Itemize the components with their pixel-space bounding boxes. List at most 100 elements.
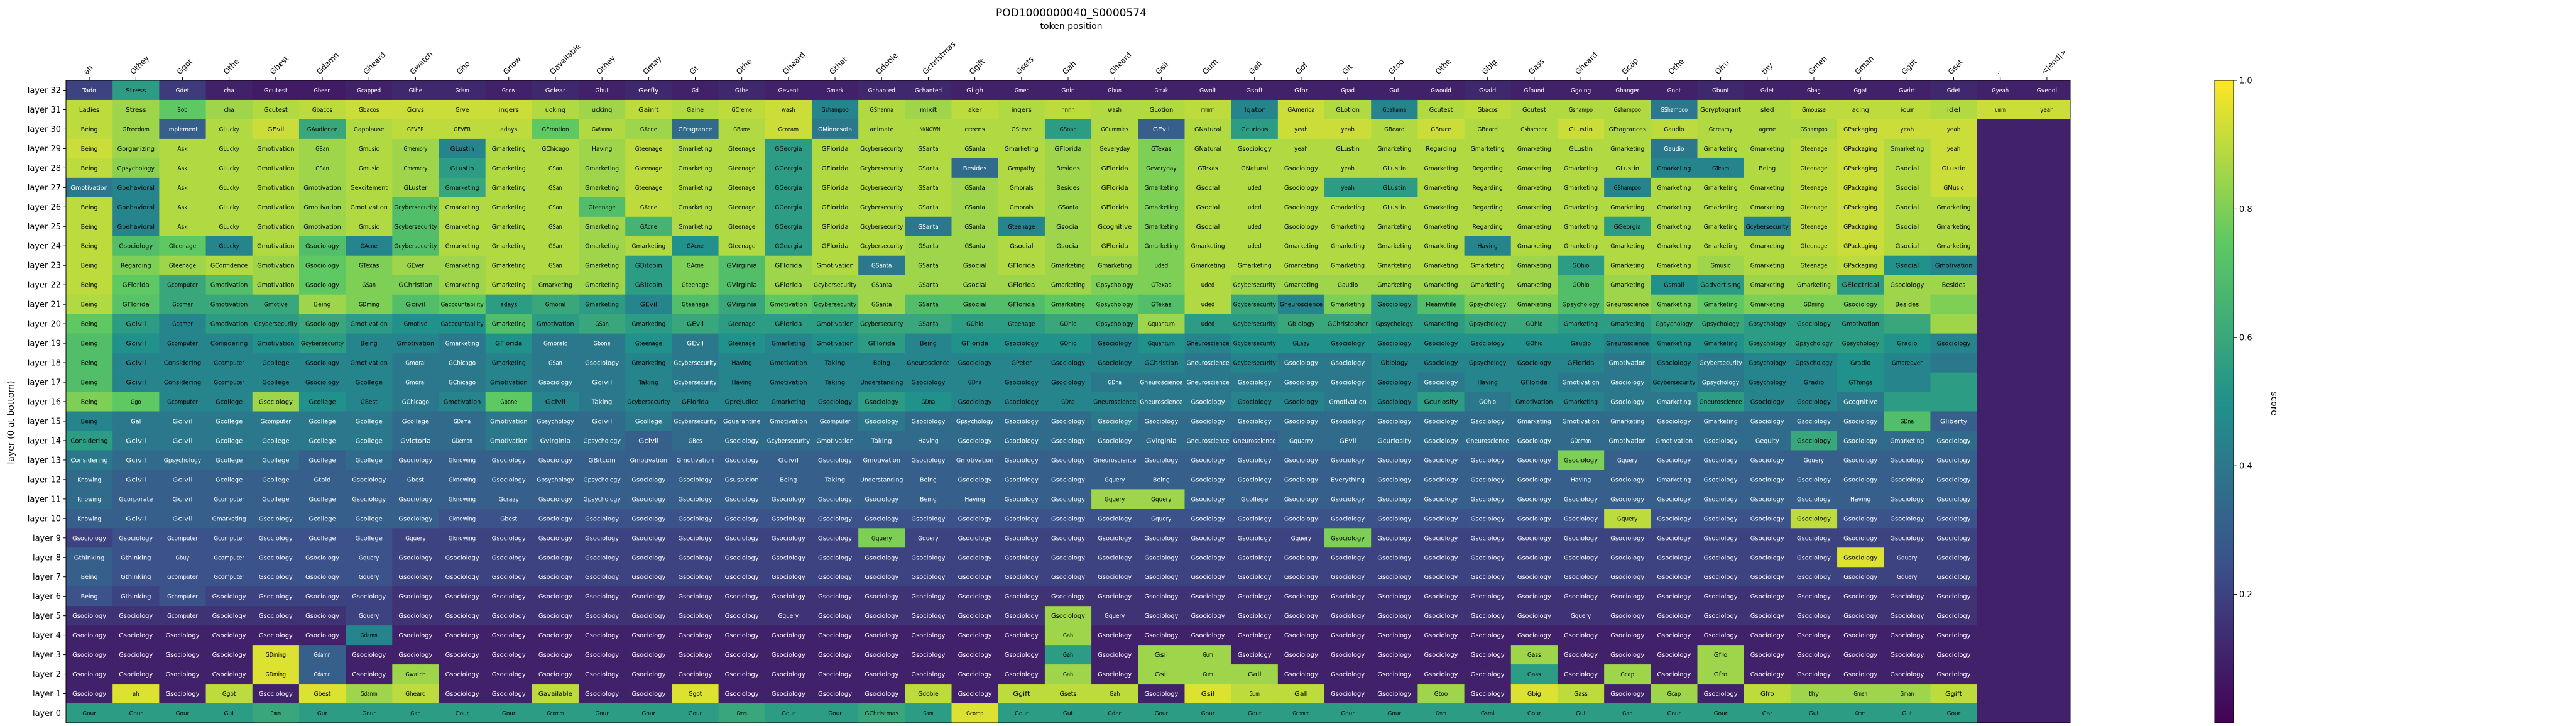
heatmap-cell-label: Gsociology [1517, 476, 1551, 483]
heatmap-cell [672, 158, 719, 179]
y-tick-label: layer 14 [28, 436, 61, 446]
heatmap-cell [765, 431, 812, 451]
heatmap-cell [672, 197, 719, 217]
heatmap-cell-label: Gsociology [212, 652, 246, 659]
heatmap-cell [252, 99, 300, 120]
heatmap-cell [392, 294, 439, 315]
heatmap-cell-label: Gmarketing [1471, 146, 1505, 153]
heatmap-cell-label: GPackaging [1843, 243, 1877, 250]
heatmap-cell-label: Gmarketing [772, 399, 805, 406]
heatmap-cell [1417, 99, 1465, 120]
heatmap-cell [346, 431, 393, 451]
heatmap-cell-label: Gmarketing [1937, 243, 1971, 250]
heatmap-cell [1744, 255, 1791, 276]
heatmap-cell-label: Gsociology [1610, 632, 1644, 639]
heatmap-cell-label: GDna [1901, 418, 1914, 425]
heatmap-cell-label: Gmarketing [1144, 243, 1178, 250]
heatmap-cell-label: Gsociology [398, 457, 432, 464]
heatmap-cell [439, 372, 486, 393]
heatmap-cell-label: Gsociology [1424, 380, 1458, 387]
heatmap-cell-label: Gquery [1571, 613, 1591, 620]
heatmap-cell [1837, 411, 1884, 431]
heatmap-cell-label: Gcrvs [407, 107, 424, 114]
heatmap-cell-label: Gsociology [911, 574, 945, 581]
heatmap-cell-label: Gmarketing [1377, 224, 1411, 231]
heatmap-cell [1977, 392, 2024, 412]
heatmap-cell [66, 197, 113, 217]
heatmap-cell-label: Gsociology [725, 457, 759, 464]
heatmap-cell-label: Regarding [1472, 204, 1503, 211]
heatmap-cell-label: Gmarketing [1704, 243, 1738, 250]
heatmap-cell [112, 275, 160, 295]
heatmap-cell-label: GLustin [1569, 126, 1593, 133]
heatmap-cell [858, 470, 905, 490]
heatmap-cell [1138, 333, 1185, 354]
heatmap-cell-label: Gsociology [259, 574, 293, 581]
heatmap-cell-label: Gmarketing [1517, 243, 1551, 250]
heatmap-cell [66, 138, 113, 159]
heatmap-cell [1790, 586, 1838, 607]
heatmap-cell-label: Gsociology [259, 593, 293, 600]
heatmap-cell-label: Gdec [1108, 710, 1122, 717]
heatmap-cell [392, 547, 439, 568]
heatmap-cell-label: Gour [1714, 710, 1728, 717]
heatmap-cell [1884, 470, 1931, 490]
heatmap-cell-label: Gmarketing [445, 204, 479, 211]
heatmap-cell [1557, 470, 1605, 490]
heatmap-cell-label: Gcivil [172, 515, 192, 522]
heatmap-cell-label: Gsociology [679, 515, 712, 522]
heatmap-cell [1231, 547, 1279, 568]
heatmap-cell [532, 392, 579, 412]
heatmap-cell-label: Gsociology [1797, 437, 1831, 444]
heatmap-cell [1884, 99, 1931, 120]
heatmap-cell-label: GSan [548, 224, 562, 231]
heatmap-cell [1557, 275, 1605, 295]
heatmap-cell-label: Gsociology [1610, 613, 1644, 620]
heatmap-cell-label: Gmusic [359, 224, 379, 231]
heatmap-cell [1371, 547, 1418, 568]
heatmap-cell [1044, 236, 1092, 256]
heatmap-cell-label: Gmotivation [303, 185, 341, 192]
heatmap-cell [1744, 119, 1791, 140]
heatmap-cell [858, 547, 905, 568]
heatmap-cell-label: Gsociology [818, 496, 852, 503]
heatmap-cell-label: Gsociology [865, 418, 898, 425]
heatmap-cell [672, 275, 719, 295]
heatmap-cell [625, 275, 672, 295]
heatmap-cell [66, 236, 113, 256]
heatmap-cell [439, 99, 486, 120]
heatmap-cell-label: Gteenage [635, 165, 662, 172]
heatmap-cell-label: Gmarketing [445, 282, 479, 289]
heatmap-cell [1604, 431, 1651, 451]
heatmap-cell-label: GFlorida [821, 146, 848, 153]
heatmap-cell-label: Gneuroscience [1093, 457, 1136, 464]
heatmap-cell [159, 275, 207, 295]
heatmap-cell-label: Gsociology [1331, 652, 1365, 659]
heatmap-cell [1044, 450, 1092, 470]
heatmap-cell [1044, 411, 1092, 431]
heatmap-cell-label: GOhio [1573, 263, 1590, 270]
heatmap-cell [66, 431, 113, 451]
heatmap-cell [159, 547, 207, 568]
heatmap-cell [112, 509, 160, 529]
heatmap-cell [159, 158, 207, 179]
heatmap-cell-label: uded [1248, 243, 1262, 250]
heatmap-cell-label: Gpsychology [1749, 341, 1786, 348]
heatmap-cell [811, 528, 859, 548]
heatmap-cell-label: Gsociology [1750, 652, 1784, 659]
heatmap-cell [1744, 470, 1791, 490]
heatmap-cell [298, 80, 346, 101]
heatmap-cell-label: Gsociology [1284, 671, 1318, 678]
heatmap-cell [66, 80, 113, 101]
heatmap-cell [905, 255, 952, 276]
heatmap-cell [1604, 528, 1651, 548]
heatmap-cell-label: Gsociology [1564, 593, 1598, 600]
heatmap-cell [998, 450, 1045, 470]
heatmap-cell-label: Gsociology [259, 554, 293, 561]
heatmap-cell [2023, 586, 2071, 607]
heatmap-cell [718, 197, 766, 217]
heatmap-cell-label: Gsociology [1657, 613, 1691, 620]
heatmap-cell-label: Gsociology [1238, 535, 1272, 542]
heatmap-cell-label: Gsociology [352, 671, 386, 678]
heatmap-cell-label: Gsociology [72, 535, 106, 542]
